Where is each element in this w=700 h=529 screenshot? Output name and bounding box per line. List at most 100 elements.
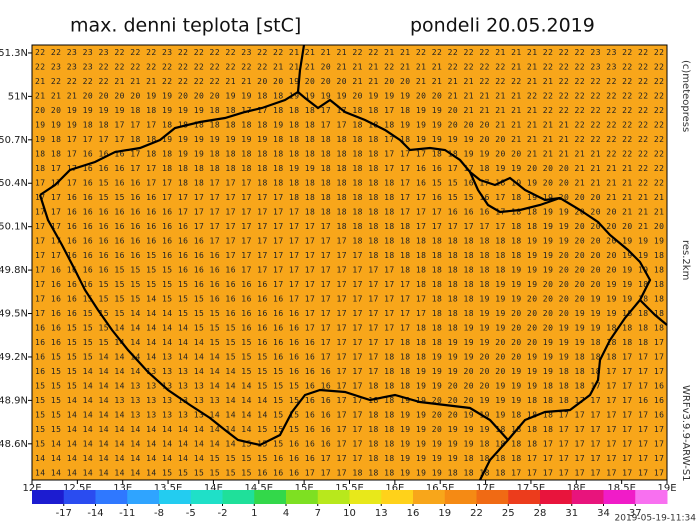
value-row: 15 15 14 14 14 13 13 13 13 13 13 13 14 1… [35, 396, 664, 405]
x-tick-label: 15.5E [335, 483, 364, 494]
y-tick-label: 48.9N [0, 395, 28, 406]
y-tick-label: 49.8N [0, 265, 28, 276]
colorbar-segment [571, 490, 604, 504]
value-row: 20 20 19 19 19 19 18 18 19 19 19 18 18 1… [35, 106, 664, 115]
copyright: (c)meteopress [680, 60, 691, 132]
colorbar-label: -14 [87, 508, 103, 519]
value-row: 17 17 16 16 16 16 16 16 16 16 16 17 17 1… [35, 236, 664, 245]
colorbar-label: 31 [565, 508, 578, 519]
colorbar-segment [190, 490, 223, 504]
y-tick-label: 50.1N [0, 222, 28, 233]
colorbar-segment [222, 490, 255, 504]
map-title: max. denni teplota [stC] [70, 15, 301, 37]
y-tick-label: 50.7N [0, 135, 28, 146]
x-tick-label: 19E [657, 483, 676, 494]
x-tick-label: 14.5E [244, 483, 273, 494]
colorbar-label: 34 [597, 508, 610, 519]
colorbar-label: 10 [343, 508, 356, 519]
colorbar-segment [603, 490, 636, 504]
y-tick-label: 50.4N [0, 178, 28, 189]
value-row: 17 17 16 16 16 16 16 15 16 16 16 16 17 1… [35, 251, 664, 260]
value-row: 17 17 16 16 16 16 16 16 16 17 17 17 17 1… [35, 207, 664, 216]
value-row: 21 22 22 22 22 21 21 21 22 22 22 22 21 2… [35, 77, 664, 86]
x-tick-label: 18E [567, 483, 586, 494]
border-line [639, 299, 668, 326]
value-row: 16 16 15 15 15 14 14 14 14 14 15 15 15 1… [35, 323, 664, 332]
colorbar-segment [254, 490, 287, 504]
colorbar-segment [349, 490, 382, 504]
colorbar-label: -11 [119, 508, 135, 519]
value-row: 16 15 15 14 14 14 14 13 13 13 14 14 14 1… [35, 367, 664, 376]
colorbar-label: 13 [375, 508, 388, 519]
colorbar-label: -17 [56, 508, 72, 519]
colorbar-segment [63, 490, 96, 504]
colorbar-label: -5 [186, 508, 196, 519]
colorbar-label: 25 [502, 508, 515, 519]
value-row: 15 14 14 14 14 14 14 14 14 14 14 14 14 1… [35, 439, 664, 448]
model-name: WRFv3.9.9-ARW-S1 [680, 385, 691, 482]
colorbar-segment [635, 490, 668, 504]
colorbar-segment [476, 490, 509, 504]
colorbar-segment [444, 490, 477, 504]
colorbar-segment [127, 490, 160, 504]
border-line [296, 44, 306, 93]
value-row: 14 14 14 14 14 14 14 14 15 15 15 15 15 1… [35, 468, 664, 477]
value-row: 19 18 17 17 17 17 18 18 19 19 19 19 19 1… [35, 135, 664, 144]
value-row: 22 22 23 23 23 22 22 22 23 22 22 22 22 2… [35, 48, 664, 57]
x-tick-label: 17E [476, 483, 495, 494]
timestamp: 2019-05-19-11:34 [615, 514, 697, 524]
x-tick-label: 16E [385, 483, 404, 494]
value-row: 18 17 17 16 16 16 17 17 18 18 18 18 18 1… [35, 164, 664, 173]
field-background [32, 45, 667, 480]
colorbar: -17 -14 -11 -8 -5 -2 1 4 7 10 13 16 19 22 25 28 31 34 37 [32, 490, 668, 519]
x-tick-label: 18.5E [607, 483, 636, 494]
x-tick-label: 15E [295, 483, 314, 494]
colorbar-segment [413, 490, 446, 504]
value-row: 18 18 17 16 16 16 17 18 18 19 19 18 18 1… [35, 149, 664, 158]
x-tick-label: 12.5E [63, 483, 92, 494]
x-tick-label: 13.5E [154, 483, 183, 494]
value-row: 19 19 19 18 18 17 17 17 18 18 18 18 18 1… [35, 120, 664, 129]
y-tick-label: 51N [8, 91, 28, 102]
colorbar-label: 7 [315, 508, 321, 519]
colorbar-segment [540, 490, 573, 504]
x-tick-label: 14E [204, 483, 223, 494]
colorbar-label: 1 [251, 508, 257, 519]
colorbar-segment [95, 490, 128, 504]
y-tick-label: 49.5N [0, 309, 28, 320]
colorbar-label: -2 [218, 508, 228, 519]
x-tick-label: 13E [113, 483, 132, 494]
colorbar-segment [286, 490, 319, 504]
border-line [38, 194, 509, 447]
colorbar-label: -8 [154, 508, 164, 519]
colorbar-label: 16 [407, 508, 420, 519]
border-line [468, 171, 561, 214]
value-row: 17 17 16 16 16 16 16 16 16 16 17 17 17 1… [35, 222, 664, 231]
border-line [39, 90, 652, 481]
colorbar-segment [508, 490, 541, 504]
value-row: 17 16 16 16 16 15 15 15 15 16 16 16 16 1… [35, 265, 664, 274]
colorbar-segment [381, 490, 414, 504]
value-row: 22 23 23 23 22 22 22 22 22 22 22 22 22 2… [35, 62, 664, 71]
x-tick-label: 12E [22, 483, 41, 494]
y-tick-label: 51.3N [0, 48, 28, 59]
value-row: 17 17 17 16 15 16 16 17 17 18 18 17 17 1… [35, 178, 664, 187]
axes: 48.6N 48.9N 49.2N 49.5N 49.8N 50.1N 50.4N 50.7N… [0, 48, 677, 494]
y-tick-label: 49.2N [0, 352, 28, 363]
value-row: 15 15 14 14 14 14 13 13 13 13 13 14 14 1… [35, 410, 664, 419]
colorbar-segment [159, 490, 192, 504]
borders [38, 44, 668, 481]
colorbar-label: 4 [283, 508, 289, 519]
value-row: 16 16 15 15 15 14 14 14 14 14 14 15 15 1… [35, 338, 664, 347]
colorbar-label: 22 [470, 508, 483, 519]
value-row: 14 14 14 14 14 14 14 14 14 14 14 15 15 1… [35, 454, 664, 463]
value-row: 15 15 14 14 14 14 14 14 14 14 14 14 14 1… [35, 425, 664, 434]
colorbar-label: 37 [629, 508, 642, 519]
value-row: 16 15 15 15 14 14 14 14 13 14 14 14 15 1… [35, 352, 664, 361]
value-row: 17 16 16 15 15 15 14 14 14 15 15 15 16 1… [35, 309, 664, 318]
colorbar-label: 19 [438, 508, 451, 519]
value-row: 21 21 21 20 20 20 20 19 19 20 20 20 19 1… [35, 91, 664, 100]
colorbar-segment [317, 490, 350, 504]
value-row: 17 16 16 16 15 15 15 15 15 15 16 16 16 1… [35, 280, 664, 289]
